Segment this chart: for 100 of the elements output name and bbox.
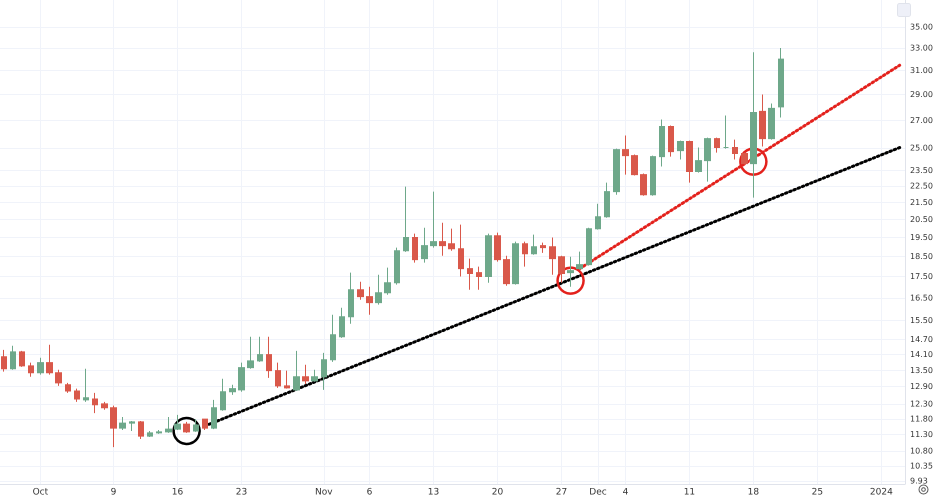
candlestick <box>275 362 281 388</box>
candlestick <box>311 369 318 382</box>
candlestick <box>183 421 190 434</box>
candlestick <box>266 336 272 378</box>
candlestick <box>229 384 236 396</box>
candlestick <box>348 272 354 324</box>
candlestick <box>138 420 144 440</box>
y-tick-label: 13.50 <box>910 366 933 375</box>
candlestick <box>293 350 300 392</box>
candlestick <box>101 401 108 410</box>
candlestick <box>549 237 556 276</box>
candlestick <box>220 378 226 412</box>
y-tick-label: 10.80 <box>910 446 933 456</box>
candlestick <box>65 382 71 394</box>
candlestick <box>714 137 720 154</box>
candlestick <box>448 228 455 252</box>
y-tick-label: 12.30 <box>910 399 933 408</box>
candlestick <box>302 364 309 384</box>
candlestick <box>421 227 428 264</box>
y-tick-label: 29.00 <box>910 90 933 100</box>
candlestick <box>10 345 16 370</box>
candlestick <box>28 362 34 378</box>
candlestick <box>686 140 693 184</box>
candlestick <box>147 430 153 438</box>
y-tick-label: 16.50 <box>910 293 933 302</box>
y-tick-label: 33.00 <box>910 44 933 53</box>
candlestick <box>631 154 638 176</box>
candlestick <box>759 94 766 148</box>
candlestick <box>211 399 217 430</box>
candlestick <box>394 247 400 286</box>
candlestick <box>540 242 546 254</box>
x-tick-label: 18 <box>748 488 760 497</box>
x-tick-label: 2024 <box>870 488 894 497</box>
candlestick <box>659 118 665 167</box>
y-tick-label: 35.00 <box>910 22 933 32</box>
candlestick <box>257 336 263 362</box>
candlestick <box>384 267 391 296</box>
candlestick <box>92 392 98 414</box>
candlestick <box>110 405 117 448</box>
y-tick-label: 15.50 <box>910 316 933 326</box>
y-tick-label: 20.50 <box>910 215 933 224</box>
candlestick <box>403 186 409 252</box>
candlestick <box>439 222 446 256</box>
candlestick <box>586 227 592 266</box>
candlestick <box>613 148 620 196</box>
y-tick-label: 11.80 <box>910 414 933 424</box>
candlestick <box>366 286 373 316</box>
candlestick <box>83 368 89 402</box>
x-tick-label: Oct <box>32 488 49 497</box>
candlestick <box>531 234 537 256</box>
candlestick <box>238 362 245 392</box>
candlestick <box>202 418 208 431</box>
candlestick <box>37 357 44 376</box>
candlestick <box>156 430 162 434</box>
x-tick-label: 20 <box>492 488 504 497</box>
x-tick-label: 6 <box>366 488 373 497</box>
x-tick-label: 11 <box>684 488 696 497</box>
y-tick-label: 25.00 <box>910 144 933 153</box>
y-tick-label: 27.00 <box>910 116 933 125</box>
y-tick-label: 31.00 <box>910 66 933 76</box>
candlestick <box>750 52 757 198</box>
candlestick <box>512 241 519 286</box>
candlestick <box>650 155 656 196</box>
y-tick-label: 18.50 <box>910 252 933 262</box>
candlestick <box>768 103 775 140</box>
x-tick-label: 16 <box>172 488 184 497</box>
x-tick-label: Nov <box>314 488 334 497</box>
candlestick <box>503 255 510 286</box>
candlestick <box>704 137 711 182</box>
point <box>739 147 768 176</box>
candlestick <box>622 135 629 176</box>
candlestick <box>247 336 254 370</box>
y-tick-label: 23.50 <box>910 166 933 175</box>
candlestick <box>1 349 7 372</box>
x-tick-label: 25 <box>812 488 824 497</box>
candlestick <box>174 414 181 431</box>
candlestick <box>129 420 135 432</box>
y-tick-label: 12.90 <box>910 382 933 392</box>
y-tick-label: 22.50 <box>910 182 933 191</box>
candlestick <box>677 140 684 160</box>
y-tick-label: 10.35 <box>910 462 933 471</box>
y-tick-label: 21.50 <box>910 198 933 208</box>
candlestick <box>558 255 565 284</box>
candlestick <box>193 418 199 432</box>
candlestick <box>668 124 674 158</box>
candlestick <box>321 352 327 390</box>
candlestick <box>119 416 126 431</box>
y-tick-label: 14.70 <box>910 335 933 344</box>
candlestick <box>576 251 583 270</box>
candlestick <box>485 233 492 284</box>
candlestick <box>467 258 473 290</box>
candlestick <box>595 203 601 230</box>
candlestick <box>74 388 80 402</box>
y-tick-label: 17.50 <box>910 272 933 282</box>
candlestick <box>412 233 418 264</box>
candlestick <box>476 266 482 290</box>
x-tick-label: 27 <box>556 488 568 497</box>
y-tick-label: 19.50 <box>910 233 933 242</box>
candlestick <box>640 173 647 196</box>
x-tick-label: 13 <box>428 488 440 497</box>
